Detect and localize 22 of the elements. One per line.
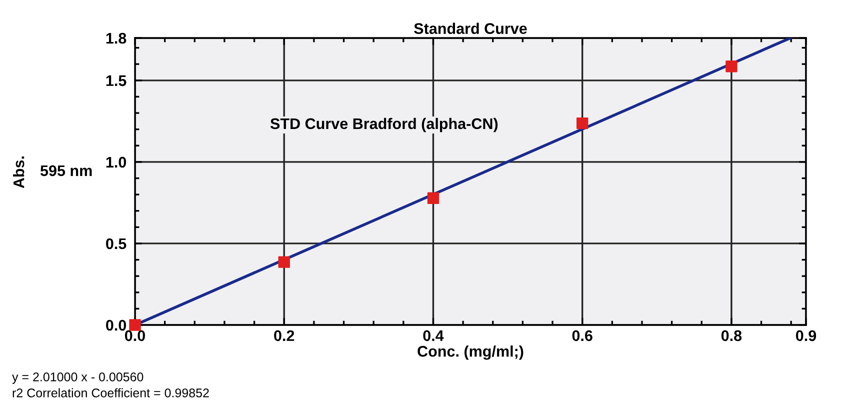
x-tick-label: 0.9 <box>796 330 816 342</box>
y-tick-label: 1.0 <box>106 156 126 168</box>
point <box>576 117 588 130</box>
text: r2 Correlation Coefficient = 0.99852 <box>12 388 209 398</box>
text: Abs. <box>13 156 24 188</box>
text: y = 2.01000 x - 0.00560 <box>12 372 144 384</box>
x-axis-title: Conc. (mg/ml;) <box>418 345 524 360</box>
x-tick-label: 0.6 <box>572 330 592 342</box>
text: 595 nm <box>40 165 92 176</box>
x-tick-label: 0.0 <box>124 330 145 342</box>
chart-title: Standard Curve <box>414 22 527 34</box>
y-tick-label: 1.8 <box>106 32 126 44</box>
annotation: STD Curve Bradford (alpha-CN) <box>270 118 498 132</box>
point <box>278 256 290 268</box>
x-tick-label: 0.2 <box>274 330 294 342</box>
y-tick-label: 0.5 <box>106 238 126 250</box>
point <box>726 60 738 72</box>
y-tick-label: 0.0 <box>106 320 126 331</box>
x-tick-label: 0.8 <box>721 330 742 342</box>
point <box>427 192 440 204</box>
y-tick-label: 1.5 <box>106 75 126 86</box>
x-tick-label: 0.4 <box>423 330 444 342</box>
